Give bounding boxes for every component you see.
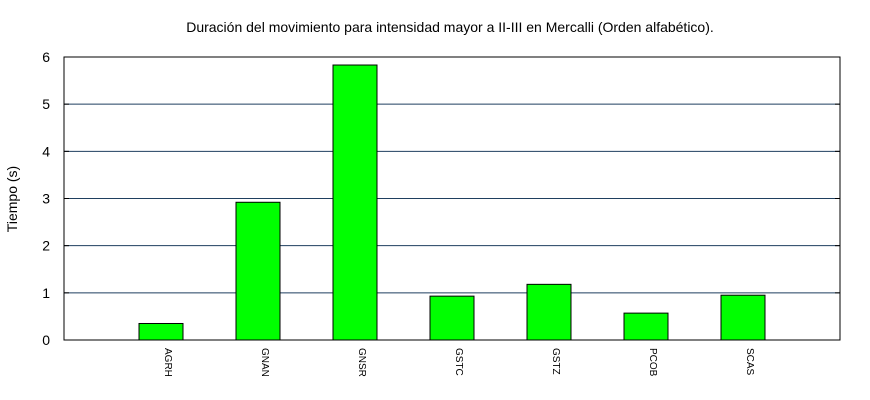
x-tick-label: GNAN (259, 348, 270, 377)
x-tick-label: GSTZ (550, 348, 561, 375)
y-tick-label: 1 (42, 285, 50, 301)
y-tick-label: 4 (42, 143, 50, 159)
chart-title: Duración del movimiento para intensidad … (186, 19, 714, 35)
bar-scas (720, 294, 766, 341)
bars (138, 64, 766, 341)
x-tick-label: SCAS (744, 348, 755, 376)
bar-gnan (235, 201, 281, 341)
bar-pcob (623, 312, 669, 341)
y-tick-label: 6 (42, 49, 50, 65)
y-tick-label: 2 (42, 238, 50, 254)
y-tick-label: 3 (42, 191, 50, 207)
bar-gstz (526, 283, 572, 341)
bar-agrh (138, 322, 184, 341)
y-axis-label: Tiempo (s) (4, 166, 20, 232)
bar-gnsr (332, 64, 378, 341)
y-tick-label: 0 (42, 332, 50, 348)
x-tick-label: GNSR (356, 348, 367, 377)
grid-lines (64, 103, 840, 294)
x-axis-ticks: AGRH GNAN GNSR GSTC GSTZ PCOB SCAS (162, 348, 755, 377)
y-axis-ticks: 0 1 2 3 4 5 6 (42, 49, 840, 348)
y-tick-label: 5 (42, 96, 50, 112)
x-tick-label: PCOB (647, 348, 658, 377)
bar-gstc (429, 295, 475, 341)
x-tick-label: GSTC (453, 348, 464, 376)
x-tick-label: AGRH (162, 348, 173, 377)
